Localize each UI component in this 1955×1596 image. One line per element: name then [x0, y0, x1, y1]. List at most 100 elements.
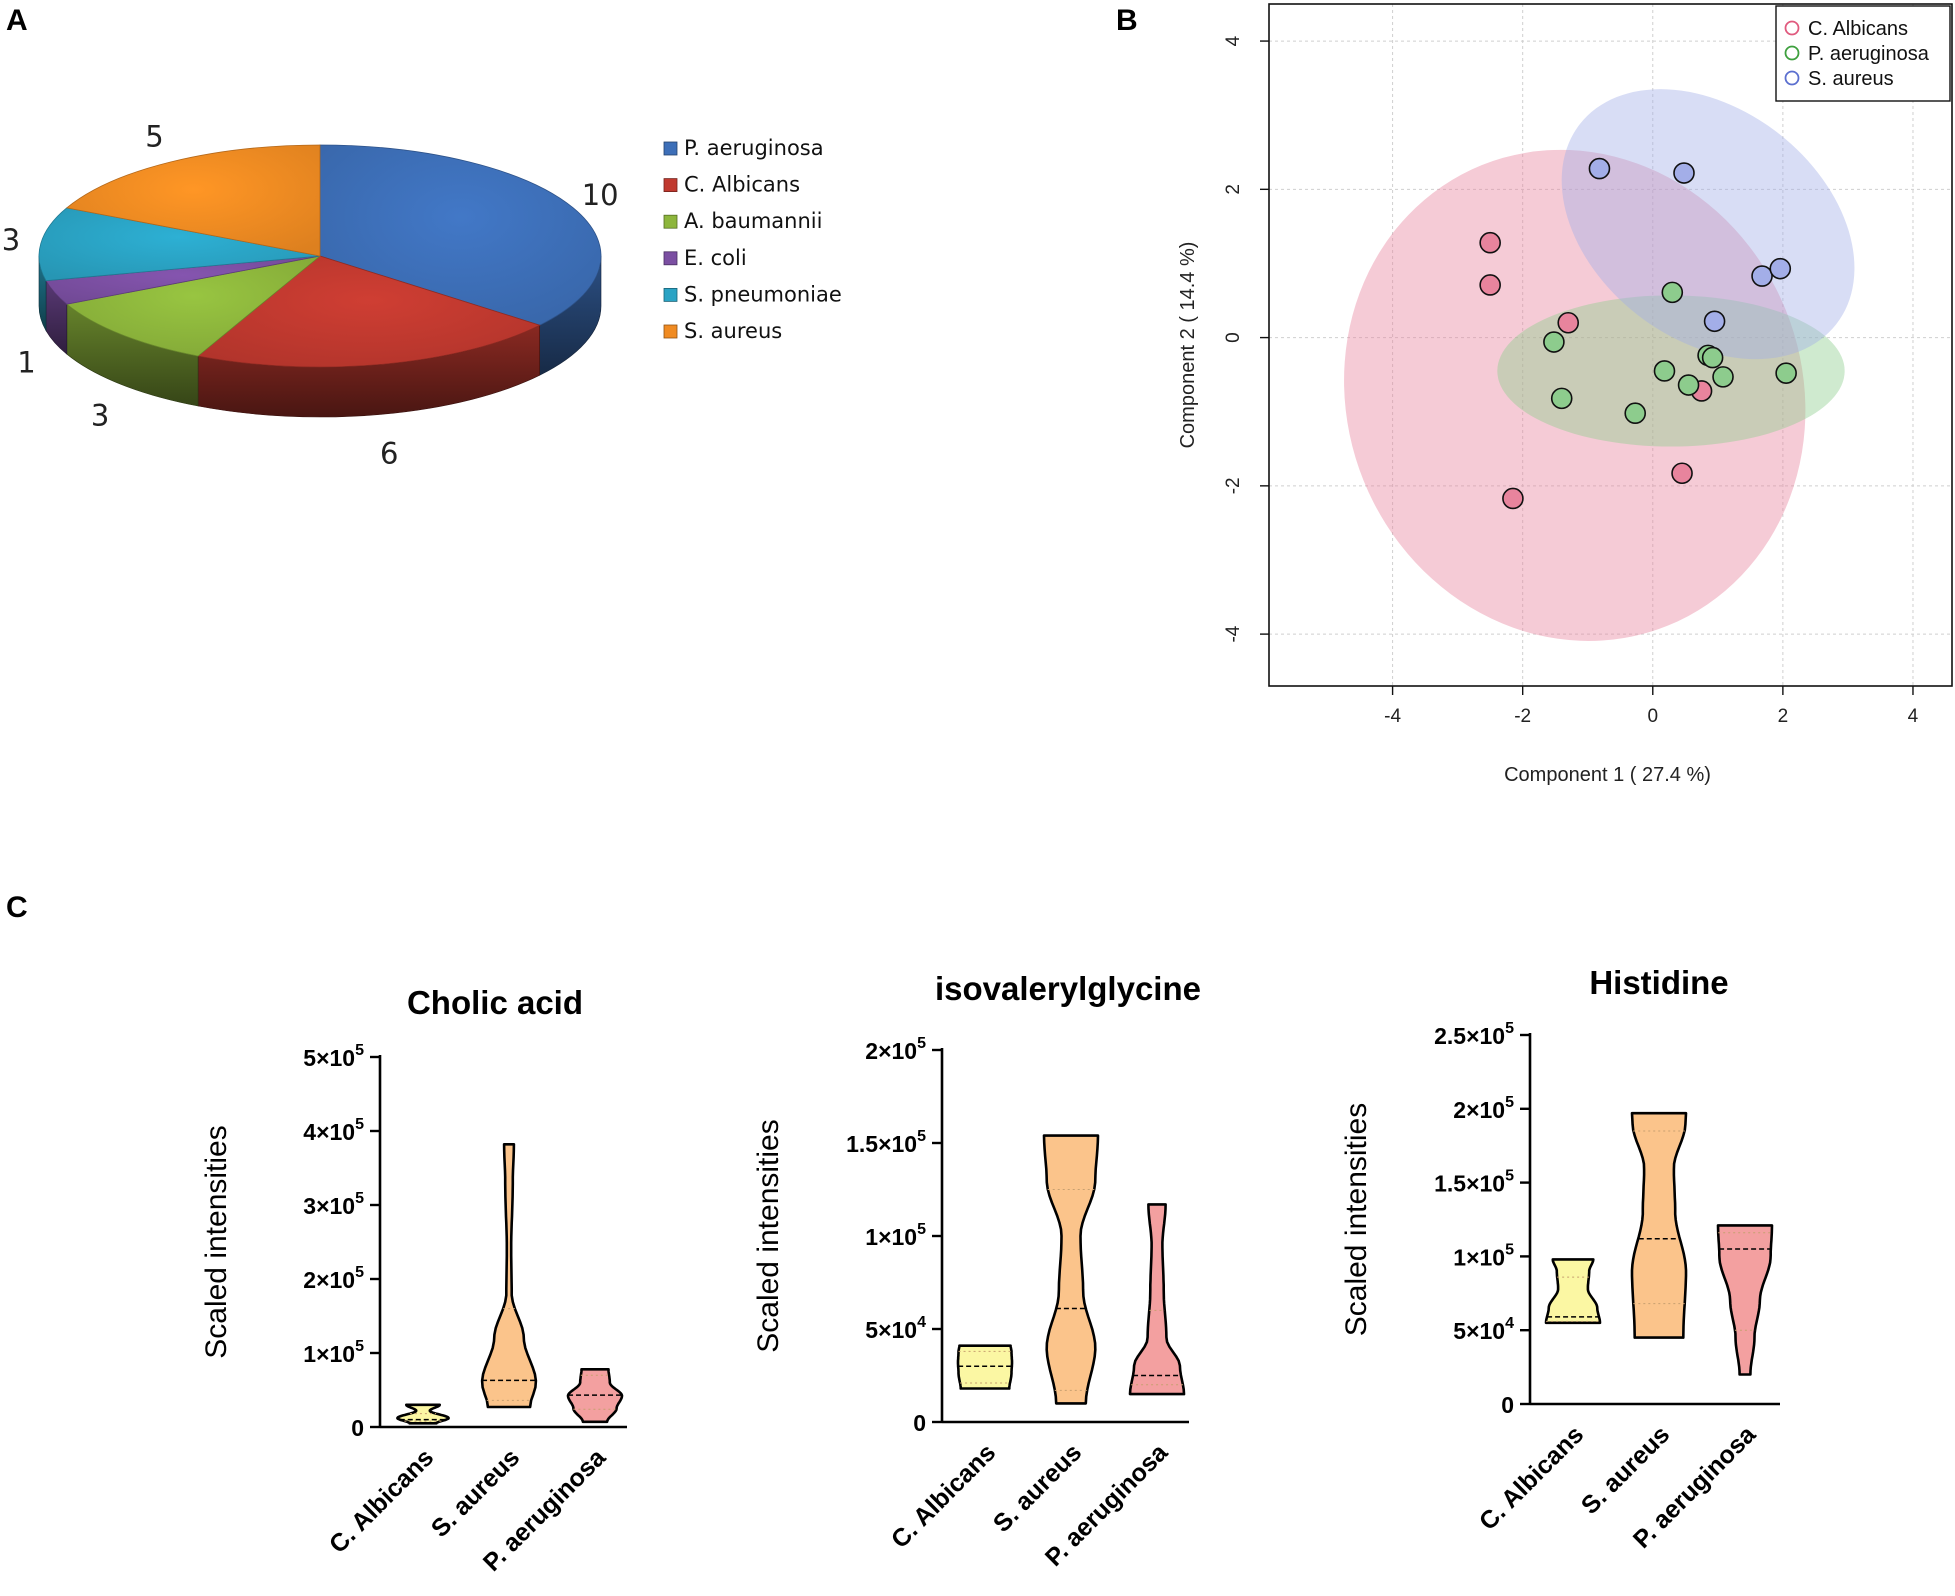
pca-ytick-label: -4 — [1223, 625, 1244, 642]
pca-point-s-aureus — [1588, 157, 1611, 180]
pca-point-p-aeruginosa — [1653, 360, 1676, 382]
violin-ytick-label: 1×105 — [1453, 1241, 1514, 1270]
pca-point-p-aeruginosa — [1712, 366, 1734, 388]
pca-point-c-albicans — [1671, 462, 1693, 485]
violin-ytick-label: 2.5×105 — [1434, 1020, 1514, 1049]
violin-ytick-label: 1.5×105 — [846, 1128, 926, 1157]
violin-ytick-label: 0 — [913, 1410, 926, 1436]
pca-legend-marker-c-albicans — [1784, 20, 1800, 36]
pca-point-c-albicans — [1557, 311, 1580, 334]
pca-legend-marker-s-aureus — [1784, 70, 1800, 86]
violin-y-axis-label: Scaled intensities — [1340, 1103, 1373, 1336]
pca-point-c-albicans — [1479, 231, 1501, 254]
pie-slice-s-aureus — [65, 144, 321, 257]
pca-point-p-aeruginosa — [1677, 374, 1700, 396]
pie-slice-s-pneumoniae — [38, 207, 321, 282]
violin-ytick-label: 0 — [1501, 1392, 1514, 1418]
pca-point-c-albicans — [1479, 274, 1501, 296]
violin-ytick-exponent: 5 — [917, 1221, 926, 1238]
violin-shape-c-albicans — [956, 1344, 1014, 1390]
pie-legend-label-c-albicans: C. Albicans — [684, 173, 800, 197]
pca-scatter-chart: -4 -2 0 2 4 -4 -2 0 2 4 Component 1 ( 27.4 %) Compo… — [1177, 3, 1953, 786]
violin-ytick-label: 5×105 — [303, 1042, 364, 1071]
violin-ytick-exponent: 5 — [1505, 1020, 1514, 1037]
violin-ytick-label: 3×105 — [303, 1190, 364, 1219]
pca-legend-box — [1775, 5, 1951, 102]
violin-ytick-label: 1.5×105 — [1434, 1168, 1514, 1197]
pie-legend-label-e-coli: E. coli — [684, 246, 747, 270]
violin-ytick-label: 2×105 — [303, 1264, 364, 1293]
violin-ytick-label: 4×105 — [303, 1116, 364, 1145]
pie-slice-c-albicans — [197, 255, 541, 368]
pca-xtick-label: 4 — [1908, 706, 1919, 727]
pca-ytick-label: 0 — [1223, 332, 1244, 343]
violin-chart-isovalerylglycine: isovalerylglycine Scaled intensities 0 5×10… — [752, 970, 1201, 1572]
pie-slice-p-aeruginosa — [319, 144, 602, 326]
pca-legend-label-s-aureus: S. aureus — [1808, 68, 1894, 90]
pie-chart: 10 6 3 1 3 5 — [2, 120, 619, 471]
violin-ytick-exponent: 5 — [917, 1035, 926, 1052]
pca-ellipse-s-aureus — [1561, 89, 1855, 360]
pie-legend-label-a-baumannii: A. baumannii — [684, 209, 822, 233]
pca-xtick-label: 2 — [1778, 706, 1789, 727]
pca-point-s-aureus — [1769, 257, 1792, 280]
violin-title: isovalerylglycine — [935, 970, 1201, 1007]
pca-legend-label-p-aeruginosa: P. aeruginosa — [1808, 43, 1930, 65]
pie-legend-swatch-e-coli — [663, 251, 678, 266]
violin-title: Cholic acid — [407, 984, 583, 1021]
pca-point-p-aeruginosa — [1775, 362, 1797, 384]
violin-ytick-exponent: 5 — [1505, 1094, 1514, 1111]
violin-shape-s-aureus — [1630, 1111, 1688, 1339]
pie-value-label-c-albicans: 6 — [380, 437, 398, 471]
pca-y-axis-label: Component 2 ( 14.4 %) — [1177, 242, 1199, 449]
violin-ytick-exponent: 5 — [917, 1128, 926, 1145]
pca-point-s-aureus — [1673, 162, 1695, 184]
pie-value-label-s-pneumoniae: 3 — [2, 223, 20, 257]
pca-xtick-label: -4 — [1384, 706, 1401, 727]
pie-legend-swatch-s-aureus — [663, 324, 678, 339]
pca-ellipse-c-albicans — [1344, 149, 1806, 641]
pca-x-axis-label: Component 1 ( 27.4 %) — [1504, 764, 1711, 786]
violin-ytick-label: 2×105 — [865, 1035, 926, 1064]
pie-legend-swatch-p-aeruginosa — [663, 141, 678, 156]
pca-point-s-aureus — [1751, 265, 1773, 287]
pca-point-p-aeruginosa — [1661, 281, 1684, 304]
pca-legend-label-c-albicans: C. Albicans — [1808, 18, 1908, 40]
violin-chart-cholic-acid: Cholic acid Scaled intensities 0 1×105 2×105… — [200, 984, 627, 1577]
violin-shape-p-aeruginosa — [1716, 1224, 1774, 1376]
panel-label-a: A — [6, 4, 28, 37]
violin-ytick-label: 2×105 — [1453, 1094, 1514, 1123]
pie-legend-label-s-pneumoniae: S. pneumoniae — [684, 282, 842, 306]
violin-ytick-exponent: 5 — [1505, 1241, 1514, 1258]
pca-ytick-label: 4 — [1223, 35, 1244, 46]
violin-ytick-exponent: 5 — [355, 1264, 364, 1281]
pie-value-label-e-coli: 1 — [17, 346, 35, 380]
violin-category-label-c-albicans: C. Albicans — [324, 1443, 439, 1558]
violin-ytick-label: 5×104 — [865, 1314, 926, 1343]
violin-ytick-exponent: 5 — [355, 1042, 364, 1059]
violin-shape-p-aeruginosa — [1128, 1203, 1186, 1396]
violin-ytick-exponent: 5 — [355, 1190, 364, 1207]
violin-ytick-label: 1×105 — [865, 1221, 926, 1250]
violin-ytick-exponent: 4 — [1505, 1315, 1514, 1332]
violin-shape-c-albicans — [396, 1403, 450, 1425]
pca-point-s-aureus — [1703, 310, 1726, 333]
violin-ytick-exponent: 4 — [917, 1314, 926, 1331]
panel-label-b: B — [1116, 4, 1138, 37]
violin-category-label-c-albicans: C. Albicans — [886, 1438, 1001, 1553]
pie-legend-label-p-aeruginosa: P. aeruginosa — [684, 136, 824, 160]
pca-point-p-aeruginosa — [1543, 331, 1565, 353]
pca-xtick-label: 0 — [1647, 706, 1658, 727]
pie-legend-label-s-aureus: S. aureus — [684, 319, 782, 343]
pie-slice-a-baumannii — [65, 255, 321, 357]
violin-category-label-c-albicans: C. Albicans — [1474, 1420, 1589, 1535]
pie-value-label-a-baumannii: 3 — [91, 399, 109, 433]
violin-ytick-label: 1×105 — [303, 1338, 364, 1367]
pca-point-p-aeruginosa — [1624, 402, 1647, 425]
violin-title: Histidine — [1589, 964, 1728, 1001]
pca-ytick-label: -2 — [1223, 477, 1244, 494]
pie-value-label-s-aureus: 5 — [145, 120, 163, 154]
pca-xtick-label: -2 — [1514, 706, 1531, 727]
pca-legend-marker-p-aeruginosa — [1784, 45, 1800, 61]
